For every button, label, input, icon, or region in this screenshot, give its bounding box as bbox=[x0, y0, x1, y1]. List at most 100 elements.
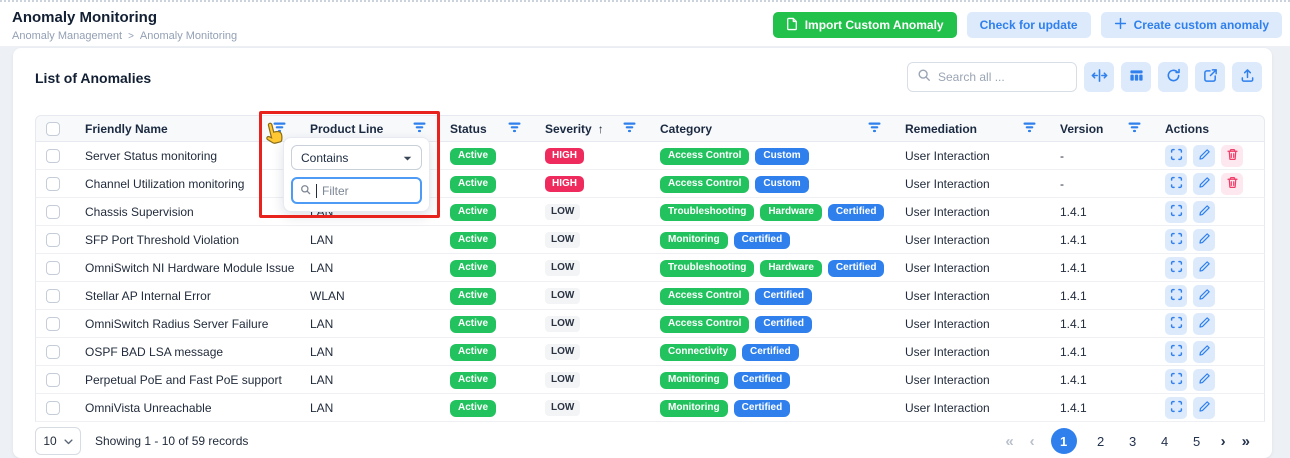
select-all-checkbox[interactable] bbox=[46, 121, 60, 136]
status-cell: Active bbox=[440, 394, 535, 422]
edit-row-button[interactable] bbox=[1193, 172, 1215, 195]
page-header: Anomaly Monitoring Anomaly Management > … bbox=[0, 0, 1290, 46]
status-badge: Active bbox=[450, 203, 497, 221]
import-custom-anomaly-button[interactable]: Import Custom Anomaly bbox=[772, 12, 957, 38]
pencil-icon bbox=[1198, 260, 1211, 276]
actions-cell bbox=[1155, 170, 1265, 198]
refresh-button[interactable] bbox=[1158, 62, 1188, 92]
remediation-cell: User Interaction bbox=[895, 226, 1050, 254]
page-number-2[interactable]: 2 bbox=[1097, 433, 1105, 449]
category-badge: Hardware bbox=[760, 259, 822, 277]
filter-funnel-icon[interactable] bbox=[1023, 122, 1036, 136]
search-box bbox=[907, 62, 1077, 92]
status-cell: Active bbox=[440, 366, 535, 394]
category-badge: Custom bbox=[755, 147, 809, 165]
remediation-cell: User Interaction bbox=[895, 142, 1050, 170]
expand-row-button[interactable] bbox=[1165, 228, 1187, 251]
last-page-button[interactable]: » bbox=[1241, 432, 1250, 450]
trash-icon bbox=[1226, 148, 1239, 164]
remediation-cell: User Interaction bbox=[895, 198, 1050, 226]
filter-text-input[interactable]: Filter bbox=[291, 177, 422, 204]
page-number-1[interactable]: 1 bbox=[1050, 428, 1077, 454]
category-badge: Certified bbox=[742, 343, 799, 361]
first-page-button[interactable]: « bbox=[1005, 432, 1014, 450]
edit-row-button[interactable] bbox=[1193, 228, 1215, 251]
category-badge: Certified bbox=[733, 399, 791, 417]
edit-row-button[interactable] bbox=[1193, 256, 1215, 279]
remediation-cell: User Interaction bbox=[895, 338, 1050, 366]
column-header-friendly-name[interactable]: Friendly Name bbox=[75, 115, 300, 142]
severity-cell: LOW bbox=[535, 226, 650, 254]
row-checkbox[interactable] bbox=[46, 176, 60, 191]
version-cell: 1.4.1 bbox=[1050, 338, 1155, 366]
expand-row-button[interactable] bbox=[1165, 172, 1187, 195]
edit-row-button[interactable] bbox=[1193, 144, 1215, 167]
filter-funnel-icon[interactable] bbox=[1128, 122, 1141, 136]
delete-row-button[interactable] bbox=[1221, 172, 1243, 195]
upload-icon bbox=[1240, 68, 1255, 86]
columns-button[interactable] bbox=[1121, 62, 1151, 92]
edit-row-button[interactable] bbox=[1193, 200, 1215, 223]
page-size-select[interactable]: 10 bbox=[35, 427, 81, 455]
filter-funnel-icon[interactable] bbox=[508, 122, 521, 136]
column-header-severity[interactable]: Severity ↑ bbox=[535, 115, 650, 142]
row-checkbox[interactable] bbox=[46, 232, 60, 247]
row-checkbox[interactable] bbox=[46, 260, 60, 275]
filter-funnel-icon[interactable] bbox=[273, 122, 286, 136]
export-button[interactable] bbox=[1195, 62, 1225, 92]
edit-row-button[interactable] bbox=[1193, 396, 1215, 419]
maximize-icon bbox=[1170, 176, 1183, 192]
expand-row-button[interactable] bbox=[1165, 340, 1187, 363]
column-header-remediation[interactable]: Remediation bbox=[895, 115, 1050, 142]
column-header-category[interactable]: Category bbox=[650, 115, 895, 142]
edit-row-button[interactable] bbox=[1193, 284, 1215, 307]
category-badge: Certified bbox=[733, 371, 791, 389]
expand-row-button[interactable] bbox=[1165, 312, 1187, 335]
breadcrumb-parent[interactable]: Anomaly Management bbox=[12, 30, 123, 42]
row-checkbox[interactable] bbox=[46, 344, 60, 359]
filter-operator-select[interactable]: Contains bbox=[291, 145, 422, 170]
expand-row-button[interactable] bbox=[1165, 144, 1187, 167]
edit-row-button[interactable] bbox=[1193, 340, 1215, 363]
next-page-button[interactable]: › bbox=[1220, 432, 1226, 450]
prev-page-button[interactable]: ‹ bbox=[1029, 432, 1035, 450]
page-number-3[interactable]: 3 bbox=[1129, 433, 1137, 449]
column-header-actions[interactable]: Actions bbox=[1155, 115, 1265, 142]
upload-button[interactable] bbox=[1232, 62, 1262, 92]
expand-row-button[interactable] bbox=[1165, 396, 1187, 419]
pencil-icon bbox=[1198, 372, 1211, 388]
filter-funnel-icon[interactable] bbox=[623, 122, 636, 136]
status-badge: Active bbox=[450, 343, 497, 361]
page-number-5[interactable]: 5 bbox=[1193, 433, 1201, 449]
delete-row-button[interactable] bbox=[1221, 144, 1243, 167]
external-link-icon bbox=[1203, 68, 1218, 86]
row-checkbox[interactable] bbox=[46, 148, 60, 163]
expand-row-button[interactable] bbox=[1165, 368, 1187, 391]
edit-row-button[interactable] bbox=[1193, 312, 1215, 335]
fit-columns-button[interactable] bbox=[1084, 62, 1114, 92]
table-row: OSPF BAD LSA message LAN Active LOW Connecti… bbox=[35, 338, 1265, 366]
filter-funnel-icon[interactable] bbox=[868, 122, 881, 136]
create-custom-anomaly-button[interactable]: Create custom anomaly bbox=[1100, 12, 1282, 38]
search-input[interactable] bbox=[938, 70, 1058, 84]
row-checkbox[interactable] bbox=[46, 372, 60, 387]
page-number-4[interactable]: 4 bbox=[1161, 433, 1169, 449]
edit-row-button[interactable] bbox=[1193, 368, 1215, 391]
row-checkbox[interactable] bbox=[46, 204, 60, 219]
filter-funnel-icon[interactable] bbox=[413, 122, 426, 136]
expand-row-button[interactable] bbox=[1165, 256, 1187, 279]
expand-row-button[interactable] bbox=[1165, 200, 1187, 223]
row-checkbox[interactable] bbox=[46, 400, 60, 415]
expand-row-button[interactable] bbox=[1165, 284, 1187, 307]
row-checkbox[interactable] bbox=[46, 288, 60, 303]
category-cell: Troubleshooting Hardware Certified bbox=[650, 198, 895, 226]
column-header-version[interactable]: Version bbox=[1050, 115, 1155, 142]
status-badge: Active bbox=[450, 287, 497, 305]
filter-input-placeholder: Filter bbox=[322, 183, 349, 198]
column-header-status[interactable]: Status bbox=[440, 115, 535, 142]
check-for-update-button[interactable]: Check for update bbox=[966, 12, 1091, 38]
category-badge: Monitoring bbox=[660, 231, 728, 249]
pagination: « ‹ 1 2 3 4 5 › » bbox=[1005, 427, 1250, 455]
row-checkbox[interactable] bbox=[46, 316, 60, 331]
